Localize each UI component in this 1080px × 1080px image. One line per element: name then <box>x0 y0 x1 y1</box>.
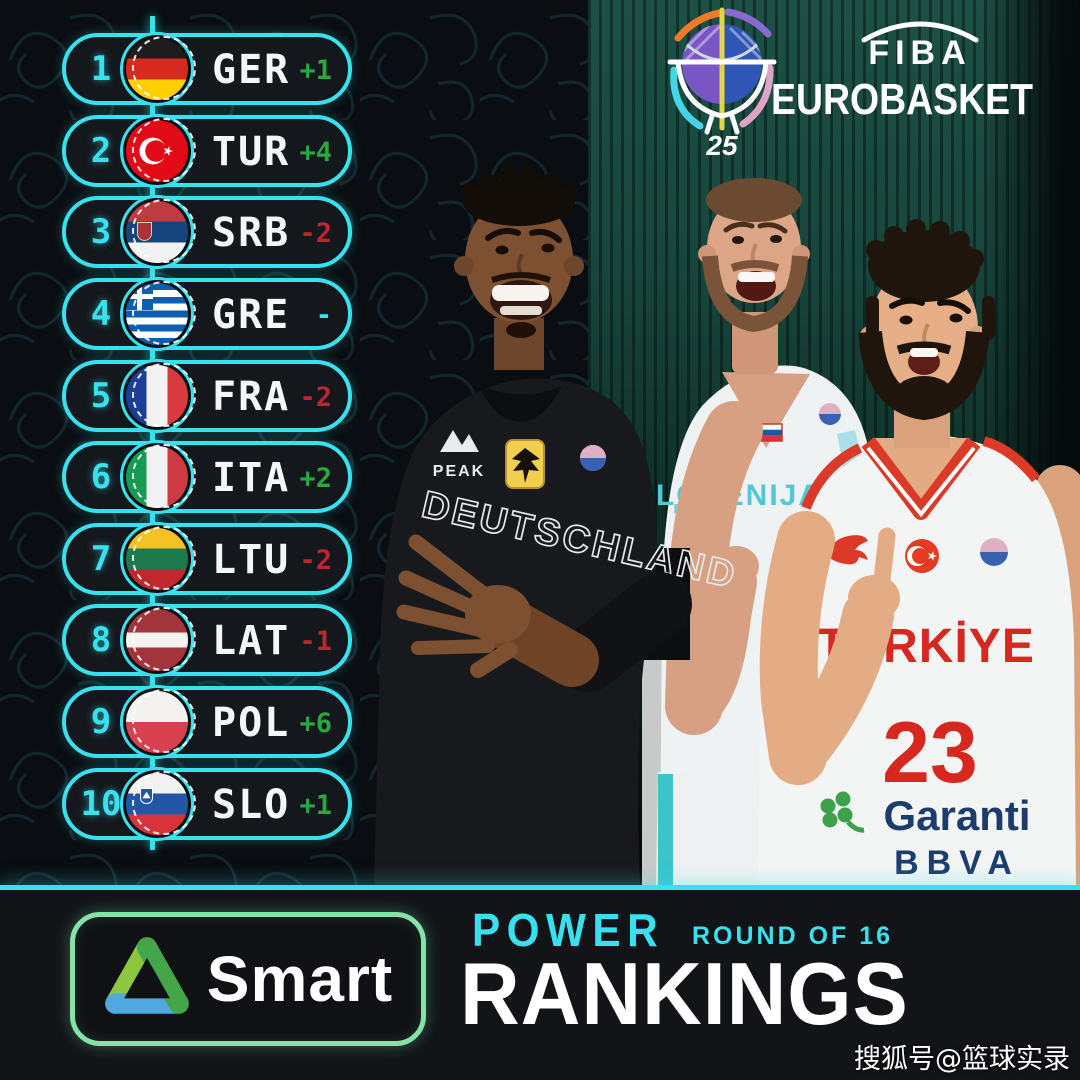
dashed-ring <box>132 607 196 671</box>
rank-change: +4 <box>299 137 332 168</box>
rank-change: - <box>315 300 332 331</box>
dashed-ring <box>132 281 196 345</box>
ranking-row: 5 FRA -2 <box>62 359 352 433</box>
sponsor-garanti: Garanti <box>883 792 1030 839</box>
ranking-row: 1 GER +1 <box>62 32 352 106</box>
rank-change: -1 <box>299 626 332 657</box>
fiba-crest-icon <box>819 403 841 425</box>
title-rankings: RANKINGS <box>460 944 909 1043</box>
connector-line <box>150 16 155 850</box>
team-code: FRA <box>212 374 291 420</box>
title-power: POWER <box>472 904 665 956</box>
rank-number: 10 <box>80 784 122 824</box>
team-code: TUR <box>212 129 291 175</box>
team-code: LTU <box>212 537 291 583</box>
team-code: GER <box>212 47 291 93</box>
puma-logo-icon <box>828 535 868 565</box>
player-sengun: TÜRKİYE 23 Garanti BBVA <box>758 219 1080 885</box>
dashed-ring <box>132 199 196 263</box>
rank-number: 2 <box>90 131 112 171</box>
team-code: GRE <box>212 292 291 338</box>
svg-text:PEAK: PEAK <box>433 463 485 480</box>
rank-number: 4 <box>90 294 112 334</box>
players-photo: SLOVENIJA 7 <box>374 166 1080 885</box>
flag-slovenia-icon <box>120 767 196 841</box>
dashed-ring <box>132 36 196 100</box>
ranking-row: 4 GRE - <box>62 277 352 351</box>
smart-logo-icon <box>104 937 189 1014</box>
dashed-ring <box>132 363 196 427</box>
team-code: SRB <box>212 210 291 256</box>
flag-latvia-icon <box>120 603 196 677</box>
flag-serbia-icon <box>120 195 196 269</box>
dashed-ring <box>132 526 196 590</box>
rank-number: 6 <box>90 457 112 497</box>
turkey-jersey-number: 23 <box>882 705 978 801</box>
rank-number: 5 <box>90 376 112 416</box>
clover-icon <box>820 791 865 833</box>
sponsor-bbva: BBVA <box>894 844 1020 882</box>
footer-banner: Smart POWER ROUND OF 16 RANKINGS 搜狐号@篮球实… <box>0 885 1080 1080</box>
flag-france-icon <box>120 359 196 433</box>
ranking-row: 6 ITA +2 <box>62 440 352 514</box>
rank-change: +1 <box>299 55 332 86</box>
ranking-row: 9 POL +6 <box>62 685 352 759</box>
ranking-row: 10 SLO +1 <box>62 767 352 841</box>
sponsor-name: Smart <box>206 943 394 1015</box>
rank-change: -2 <box>299 218 332 249</box>
ranking-row: 2 TUR +4 <box>62 114 352 188</box>
rank-number: 8 <box>90 620 112 660</box>
rank-change: +6 <box>299 708 332 739</box>
power-rankings-list: 1 GER +1 2 TUR +4 3 <box>0 0 360 885</box>
ranking-row: 7 LTU -2 <box>62 522 352 596</box>
fiba-crest-icon <box>980 538 1008 566</box>
dashed-ring <box>132 118 196 182</box>
sponsor-smart-box: Smart <box>70 912 426 1046</box>
rank-number: 3 <box>90 212 112 252</box>
team-code: LAT <box>212 618 291 664</box>
team-code: POL <box>212 700 291 746</box>
dashed-ring <box>132 771 196 835</box>
eurobasket-wordmark: EUROBASKET <box>771 75 1033 124</box>
fiba-crest-icon <box>580 445 606 471</box>
eurobasket-logo: 25 FIBA EUROBASKET <box>667 7 1033 159</box>
flag-greece-icon <box>120 277 196 351</box>
flag-turkey-icon <box>120 114 196 188</box>
flag-lithuania-icon <box>120 522 196 596</box>
trophy-number: 25 <box>705 130 738 159</box>
team-code: SLO <box>212 782 291 828</box>
rank-change: +2 <box>299 463 332 494</box>
watermark: 搜狐号@篮球实录 <box>854 1044 1070 1075</box>
player-schroeder: PEAK DEUTSCHLAND <box>374 166 742 885</box>
german-eagle-crest-icon <box>505 439 545 489</box>
rank-number: 7 <box>90 539 112 579</box>
rank-number: 1 <box>90 49 112 89</box>
dashed-ring <box>132 444 196 508</box>
flag-italy-icon <box>120 440 196 514</box>
flag-germany-icon <box>120 32 196 106</box>
dashed-ring <box>132 689 196 753</box>
rank-change: -2 <box>299 545 332 576</box>
rank-change: -2 <box>299 382 332 413</box>
peak-logo-icon: PEAK <box>433 430 485 480</box>
eurobasket-trophy-icon: 25 <box>667 7 777 159</box>
team-code: ITA <box>212 455 291 501</box>
turkish-crescent-icon <box>905 539 939 573</box>
rank-number: 9 <box>90 702 112 742</box>
fiba-wordmark: FIBA <box>861 21 979 72</box>
svg-text:FIBA: FIBA <box>868 34 971 72</box>
ranking-row: 8 LAT -1 <box>62 603 352 677</box>
round-of-16-label: ROUND OF 16 <box>692 922 894 950</box>
ranking-row: 3 SRB -2 <box>62 195 352 269</box>
flag-poland-icon <box>120 685 196 759</box>
rank-change: +1 <box>299 790 332 821</box>
